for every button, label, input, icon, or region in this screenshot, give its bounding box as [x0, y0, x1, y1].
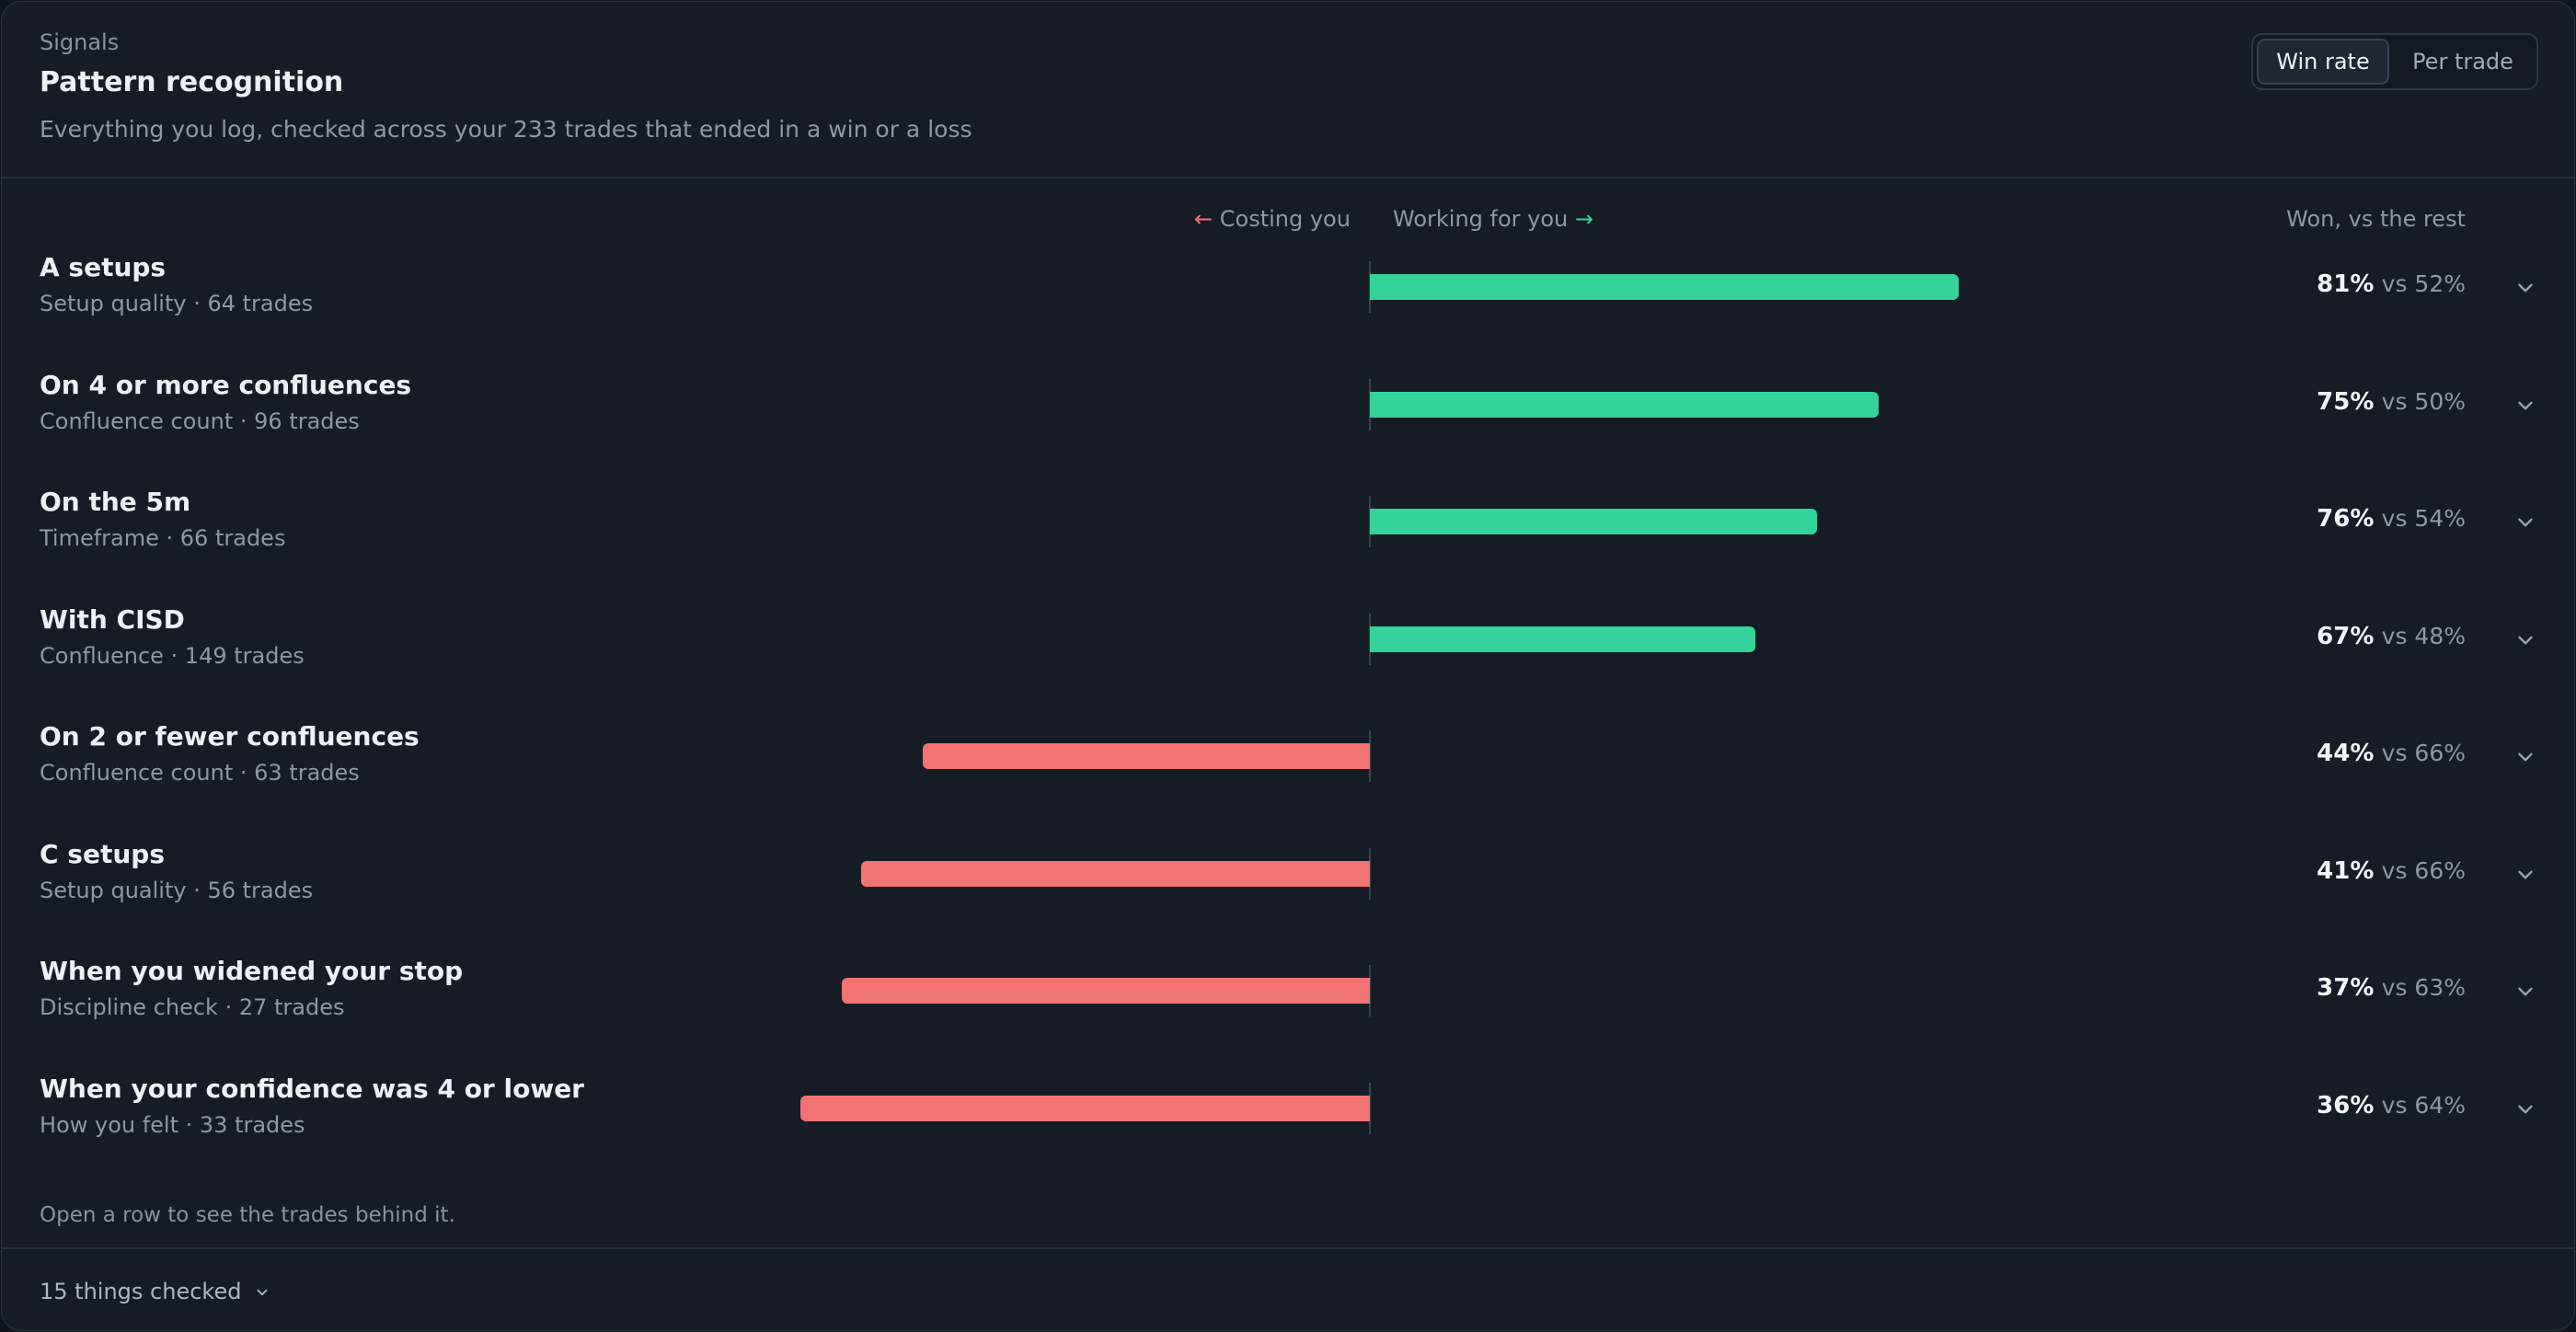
rest-rate-value: vs 54%	[2381, 505, 2466, 532]
effect-bar	[923, 743, 1370, 769]
metric-toggle: Win rate Per trade	[2251, 33, 2538, 90]
win-rate-stat: 41% vs 66%	[2317, 857, 2466, 885]
effect-bar	[842, 978, 1370, 1004]
win-rate-stat: 44% vs 66%	[2317, 740, 2466, 767]
axis-label-costing: ← Costing you	[1194, 206, 1351, 232]
signal-row[interactable]: On the 5m Timeframe · 66 trades 76% vs 5…	[2, 463, 2574, 580]
effect-bar	[1370, 626, 1755, 652]
win-rate-stat: 75% vs 50%	[2317, 388, 2466, 416]
chevron-down-icon	[257, 1289, 268, 1296]
win-rate-value: 36%	[2317, 1092, 2375, 1120]
axis-left-text: Costing you	[1219, 206, 1351, 232]
win-rate-value: 81%	[2317, 270, 2375, 298]
panel-footer: 15 things checked	[2, 1247, 2574, 1330]
rest-rate-value: vs 63%	[2381, 974, 2466, 1001]
signal-row[interactable]: A setups Setup quality · 64 trades 81% v…	[2, 228, 2574, 346]
right-arrow-icon: →	[1574, 206, 1593, 232]
signal-row[interactable]: On 4 or more confluences Confluence coun…	[2, 346, 2574, 464]
signal-label: C setups	[40, 839, 165, 869]
win-rate-stat: 67% vs 48%	[2317, 623, 2466, 650]
chevron-down-icon[interactable]	[2513, 394, 2537, 418]
chevron-down-icon[interactable]	[2513, 980, 2537, 1004]
signal-label: On 4 or more confluences	[40, 370, 412, 400]
win-rate-stat: 37% vs 63%	[2317, 974, 2466, 1002]
signal-meta: Confluence count · 96 trades	[40, 408, 360, 434]
signal-row[interactable]: When you widened your stop Discipline ch…	[2, 932, 2574, 1050]
axis-right-text: Working for you	[1393, 206, 1569, 232]
left-arrow-icon: ←	[1194, 206, 1213, 232]
signal-row[interactable]: With CISD Confluence · 149 trades 67% vs…	[2, 580, 2574, 698]
chevron-down-icon[interactable]	[2513, 276, 2537, 300]
signal-label: With CISD	[40, 604, 185, 635]
signal-label: A setups	[40, 252, 167, 282]
win-rate-stat: 81% vs 52%	[2317, 270, 2466, 298]
signal-label: On the 5m	[40, 487, 191, 517]
win-rate-stat: 76% vs 54%	[2317, 505, 2466, 533]
win-rate-value: 37%	[2317, 974, 2375, 1002]
page-title: Pattern recognition	[40, 66, 344, 98]
panel-header: Signals Pattern recognition Everything y…	[2, 2, 2574, 178]
signal-meta: Confluence · 149 trades	[40, 643, 305, 669]
zero-line	[1369, 965, 1371, 1016]
chevron-down-icon[interactable]	[2513, 511, 2537, 534]
toggle-per-trade[interactable]: Per trade	[2412, 49, 2513, 75]
zero-line	[1369, 1083, 1371, 1134]
section-eyebrow: Signals	[40, 29, 120, 55]
signal-label: When your confidence was 4 or lower	[40, 1074, 584, 1104]
toggle-win-rate[interactable]: Win rate	[2257, 39, 2389, 85]
column-header-won: Won, vs the rest	[2286, 206, 2466, 232]
signal-meta: Discipline check · 27 trades	[40, 994, 345, 1020]
chevron-down-icon[interactable]	[2513, 745, 2537, 769]
signal-meta: Confluence count · 63 trades	[40, 760, 360, 786]
effect-bar	[1370, 274, 1959, 300]
win-rate-value: 75%	[2317, 388, 2375, 416]
win-rate-value: 41%	[2317, 857, 2375, 885]
signal-meta: Timeframe · 66 trades	[40, 525, 286, 551]
axis-label-working: Working for you →	[1393, 206, 1593, 232]
signal-meta: How you felt · 33 trades	[40, 1112, 305, 1138]
effect-bar	[1370, 509, 1817, 534]
chevron-down-icon[interactable]	[2513, 863, 2537, 887]
rest-rate-value: vs 50%	[2381, 388, 2466, 415]
hint-text: Open a row to see the trades behind it.	[40, 1203, 455, 1227]
signal-meta: Setup quality · 64 trades	[40, 291, 314, 316]
chevron-down-icon[interactable]	[2513, 1097, 2537, 1121]
win-rate-value: 76%	[2317, 505, 2375, 533]
win-rate-value: 67%	[2317, 623, 2375, 650]
signal-row[interactable]: C setups Setup quality · 56 trades 41% v…	[2, 815, 2574, 933]
rest-rate-value: vs 66%	[2381, 740, 2466, 766]
effect-bar	[1370, 392, 1879, 418]
rest-rate-value: vs 52%	[2381, 270, 2466, 297]
page-subtitle: Everything you log, checked across your …	[40, 116, 972, 143]
zero-line	[1369, 848, 1371, 900]
signal-row[interactable]: On 2 or fewer confluences Confluence cou…	[2, 697, 2574, 815]
things-checked-label: 15 things checked	[40, 1279, 242, 1304]
signal-label: On 2 or fewer confluences	[40, 721, 420, 752]
rest-rate-value: vs 64%	[2381, 1092, 2466, 1119]
chevron-down-icon[interactable]	[2513, 628, 2537, 652]
win-rate-stat: 36% vs 64%	[2317, 1092, 2466, 1120]
rest-rate-value: vs 48%	[2381, 623, 2466, 649]
signal-label: When you widened your stop	[40, 956, 464, 986]
things-checked-button[interactable]: 15 things checked	[40, 1279, 270, 1304]
signal-row[interactable]: When your confidence was 4 or lower How …	[2, 1050, 2574, 1167]
rest-rate-value: vs 66%	[2381, 857, 2466, 884]
signal-meta: Setup quality · 56 trades	[40, 878, 314, 903]
win-rate-value: 44%	[2317, 740, 2375, 767]
effect-bar	[861, 861, 1370, 887]
effect-bar	[800, 1096, 1370, 1121]
zero-line	[1369, 730, 1371, 782]
